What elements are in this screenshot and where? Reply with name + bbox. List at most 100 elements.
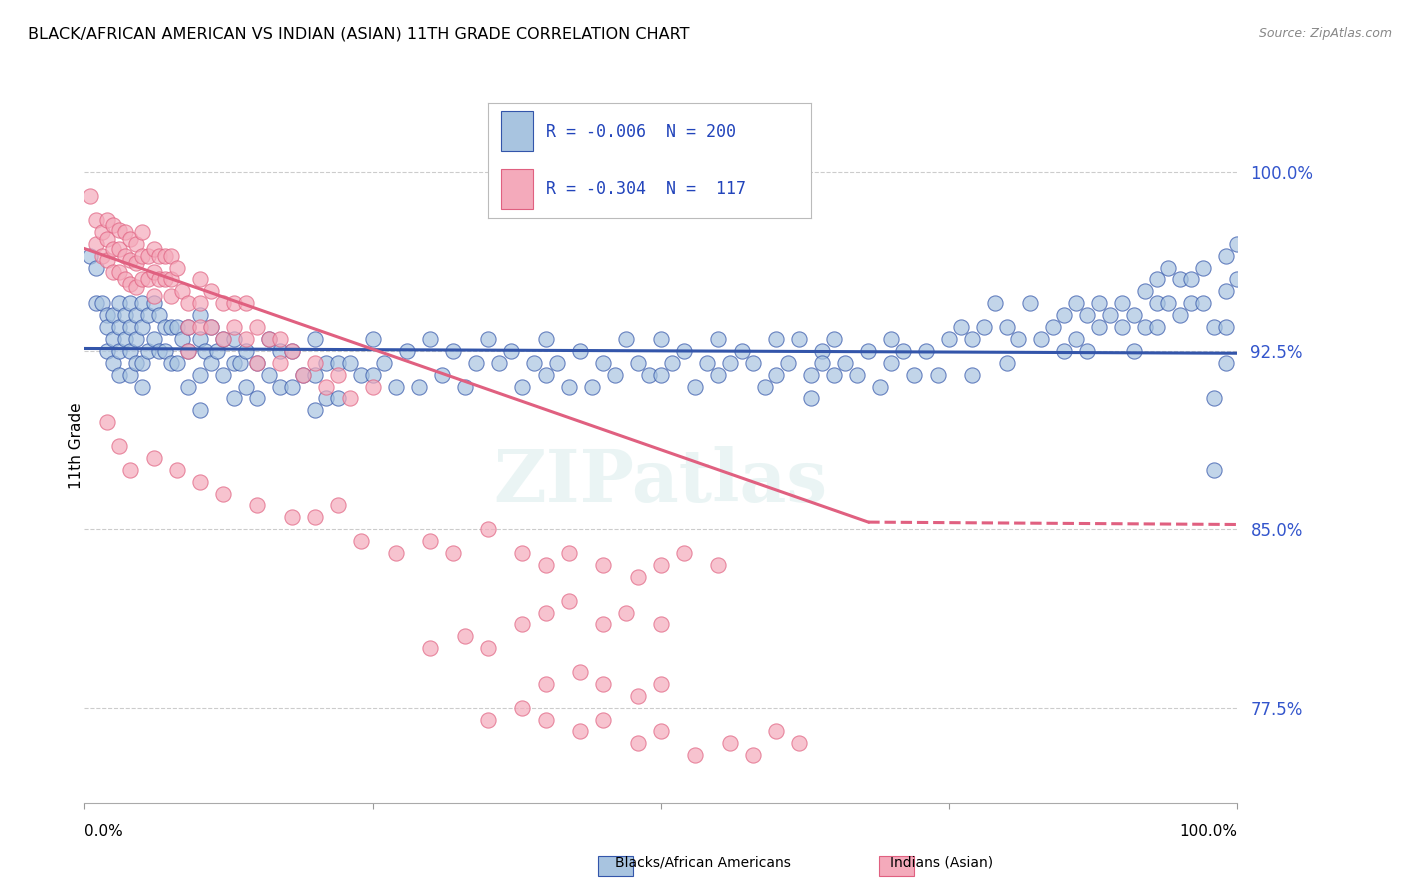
Point [557,379,579,393]
Point [384,546,406,560]
Point [96,308,118,322]
Point [1122,308,1144,322]
Point [131,296,153,310]
Point [927,368,949,382]
Point [903,368,925,382]
Point [730,343,752,358]
Point [166,320,188,334]
Point [108,242,131,256]
Point [938,332,960,346]
Point [235,332,257,346]
Point [160,249,183,263]
Point [211,368,233,382]
Point [257,368,280,382]
Point [1215,356,1237,370]
Point [246,356,269,370]
Point [627,570,650,584]
Point [384,379,406,393]
Text: Source: ZipAtlas.com: Source: ZipAtlas.com [1258,27,1392,40]
Point [160,356,183,370]
Point [834,356,856,370]
Point [650,724,672,739]
Point [120,296,142,310]
Point [1076,308,1098,322]
Point [339,392,361,406]
Point [103,356,124,370]
Point [512,379,534,393]
Point [1215,320,1237,334]
Point [1018,296,1040,310]
Point [454,379,477,393]
Point [96,213,118,227]
Point [754,379,776,393]
Point [811,343,834,358]
Point [1111,320,1133,334]
Point [108,222,131,236]
Point [396,343,419,358]
Point [441,546,464,560]
Point [1146,296,1168,310]
Point [1031,332,1053,346]
Point [430,368,453,382]
Point [1157,296,1180,310]
Point [326,356,349,370]
Point [339,356,361,370]
Point [477,332,499,346]
Point [569,665,592,679]
Point [84,236,107,251]
Point [534,713,557,727]
Point [108,265,131,279]
Point [246,499,269,513]
Point [84,213,107,227]
Point [148,249,170,263]
Point [188,296,211,310]
Point [512,617,534,632]
Point [90,249,112,263]
Point [148,343,170,358]
Point [114,225,136,239]
Point [350,534,373,549]
Point [1007,332,1029,346]
Point [315,356,337,370]
Point [742,356,765,370]
Point [120,277,142,292]
Point [869,379,891,393]
Point [858,343,880,358]
Point [304,368,326,382]
Point [114,308,136,322]
Point [419,332,441,346]
Point [718,356,741,370]
Point [120,368,142,382]
Point [326,499,349,513]
Point [200,285,222,299]
Point [160,289,183,303]
Point [125,279,148,293]
Point [281,379,304,393]
Point [592,356,614,370]
Point [96,320,118,334]
Point [114,332,136,346]
Point [477,522,499,536]
Point [120,253,142,268]
Point [1168,308,1191,322]
Point [177,320,200,334]
Point [811,356,834,370]
Point [142,332,165,346]
Point [800,368,823,382]
Point [96,415,118,429]
Point [292,368,315,382]
Point [891,343,914,358]
Point [1133,285,1156,299]
Point [627,736,650,750]
Point [172,285,194,299]
Point [696,356,718,370]
Point [995,320,1018,334]
Text: Indians (Asian): Indians (Asian) [890,855,994,870]
Point [638,368,661,382]
Point [304,510,326,524]
Point [419,534,441,549]
Point [229,356,252,370]
Point [1215,249,1237,263]
Point [200,320,222,334]
Point [269,343,291,358]
